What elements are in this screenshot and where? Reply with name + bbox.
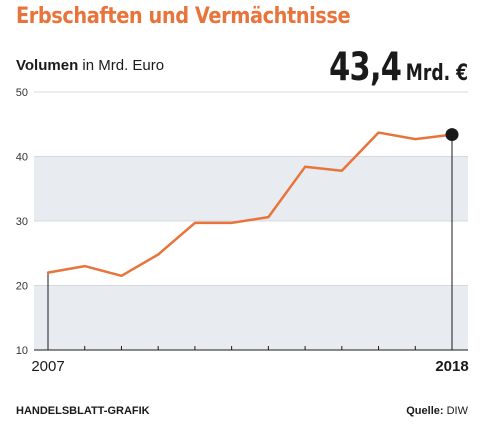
grid-band: [34, 221, 468, 286]
grid-band: [34, 285, 468, 350]
y-tick-label: 40: [16, 152, 28, 164]
grid-band: [34, 156, 468, 221]
y-tick-label: 20: [16, 281, 28, 293]
highlight-point: [445, 128, 459, 142]
y-tick-label: 10: [16, 345, 28, 357]
series-line: [46, 131, 454, 278]
publisher-credit: HANDELSBLATT-GRAFIK: [16, 405, 150, 417]
grid-band: [34, 92, 468, 157]
subtitle-unit: in Mrd. Euro: [82, 57, 165, 74]
x-tick-label: 2018: [435, 358, 468, 375]
source-note: Quelle: DIW: [406, 405, 468, 417]
highlight-callout: 43,4 Mrd. €: [329, 45, 468, 90]
chart-subtitle: Volumen in Mrd. Euro: [16, 57, 164, 74]
y-tick-label: 30: [16, 216, 28, 228]
callout-value: 43,4: [329, 45, 402, 90]
x-tick-label: 2007: [31, 358, 64, 375]
chart-title: Erbschaften und Vermächtnisse: [16, 4, 351, 29]
subtitle-bold: Volumen: [16, 57, 79, 74]
callout-unit: Mrd. €: [405, 61, 468, 86]
source-value: DIW: [446, 405, 468, 417]
source-label: Quelle:: [406, 405, 444, 417]
y-tick-label: 50: [16, 87, 28, 99]
